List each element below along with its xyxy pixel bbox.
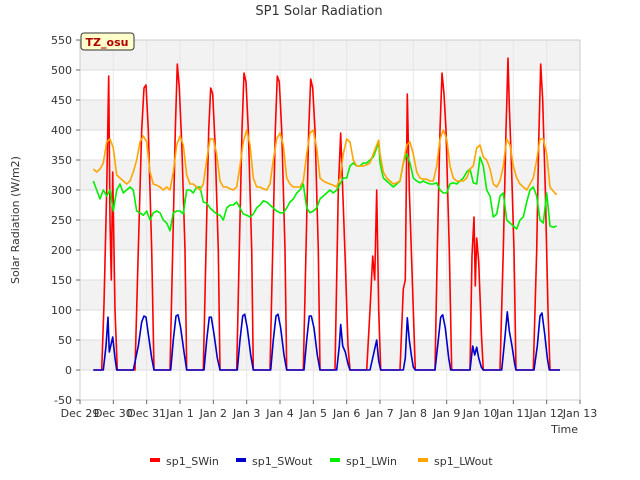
y-tick-label: -50	[54, 394, 72, 407]
x-tick-label: Jan 12	[528, 407, 563, 420]
background-band	[80, 100, 580, 130]
x-tick-label: Jan 7	[365, 407, 393, 420]
legend: sp1_SWin sp1_SWout sp1_LWin sp1_LWout	[150, 455, 493, 468]
background-band	[80, 130, 580, 160]
series-line-sp1_LWout	[92, 129, 558, 196]
x-tick-label: Jan 9	[432, 407, 460, 420]
x-tick-label: Jan 10	[462, 407, 497, 420]
x-tick-label: Jan 11	[495, 407, 530, 420]
legend-swatch-sp1_SWin	[150, 458, 160, 462]
series-line-sp1_SWout	[93, 311, 560, 371]
x-tick-label: Dec 30	[94, 407, 133, 420]
y-tick-label: 150	[51, 274, 72, 287]
x-tick-label: Jan 3	[232, 407, 260, 420]
y-tick-label: 50	[58, 334, 72, 347]
y-tick-label: 100	[51, 304, 72, 317]
background-band	[80, 340, 580, 370]
background-band	[80, 280, 580, 310]
y-tick-label: 550	[51, 34, 72, 47]
plot-background-bands	[80, 40, 580, 400]
legend-swatch-sp1_LWin	[330, 458, 340, 462]
x-tick-label: Jan 1	[165, 407, 193, 420]
y-tick-label: 200	[51, 244, 72, 257]
x-tick-label: Dec 31	[127, 407, 166, 420]
x-tick-label: Jan 8	[399, 407, 427, 420]
series-lines	[92, 57, 560, 371]
x-tick-label: Dec 29	[61, 407, 100, 420]
background-band	[80, 250, 580, 280]
series-line-sp1_LWin	[92, 141, 557, 232]
timezone-annotation: TZ_osu	[80, 32, 135, 51]
background-band	[80, 160, 580, 190]
x-tick-label: Jan 5	[299, 407, 327, 420]
background-band	[80, 70, 580, 100]
background-band	[80, 40, 580, 70]
y-axis-ticks: -50 0 50 100 150 200 250 300 350 400 450 500 550	[51, 34, 80, 407]
background-band	[80, 220, 580, 250]
x-tick-label: Jan 6	[332, 407, 360, 420]
x-tick-label: Jan 4	[265, 407, 293, 420]
background-band	[80, 370, 580, 400]
x-tick-label: Jan 13	[562, 407, 597, 420]
chart-title: SP1 Solar Radiation	[255, 4, 382, 19]
y-tick-label: 350	[51, 154, 72, 167]
x-axis-label: Time	[550, 423, 578, 436]
x-tick-label: Jan 2	[199, 407, 227, 420]
y-tick-label: 400	[51, 124, 72, 137]
y-tick-label: 0	[65, 364, 72, 377]
legend-swatch-sp1_SWout	[236, 458, 246, 462]
legend-label-sp1_SWout: sp1_SWout	[252, 455, 313, 468]
background-band	[80, 310, 580, 340]
legend-label-sp1_LWin: sp1_LWin	[346, 455, 397, 468]
y-tick-label: 500	[51, 64, 72, 77]
y-axis-label: Solar Radiation (W/m2)	[9, 156, 22, 284]
timezone-label: TZ_osu	[86, 36, 129, 49]
legend-label-sp1_LWout: sp1_LWout	[434, 455, 493, 468]
y-tick-label: 450	[51, 94, 72, 107]
legend-label-sp1_SWin: sp1_SWin	[166, 455, 219, 468]
legend-swatch-sp1_LWout	[418, 458, 428, 462]
y-tick-label: 300	[51, 184, 72, 197]
y-tick-label: 250	[51, 214, 72, 227]
